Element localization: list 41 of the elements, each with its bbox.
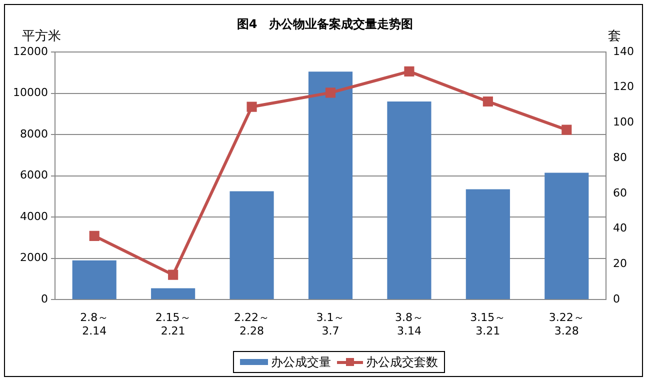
point [325, 88, 336, 98]
bar [466, 189, 510, 300]
bar [308, 72, 353, 300]
y-tick-label: 8000 [20, 127, 48, 140]
y2-tick-label: 140 [613, 44, 634, 58]
y2-tick-label: 100 [613, 116, 634, 129]
bar [151, 288, 196, 300]
y2-tick-label: 40 [613, 222, 628, 235]
y2-axis-title: 套 [608, 29, 622, 44]
bar [72, 260, 116, 300]
y-tick-label: 6000 [20, 168, 48, 182]
x-tick-label: 3.22～ 3.28 [548, 311, 584, 338]
chart-title: 图4 办公物业备案成交量走势图 [236, 17, 414, 31]
point [89, 230, 100, 241]
x-tick-label: 3.8～ 3.14 [394, 311, 424, 338]
x-tick-label: 2.22～ 2.28 [234, 311, 270, 338]
x-tick-label: 2.8～ 2.14 [80, 311, 109, 338]
y-tick-label: 2000 [20, 251, 48, 264]
point [168, 270, 178, 280]
point [404, 66, 414, 76]
x-tick-label: 3.15～ 3.21 [470, 311, 506, 338]
y2-tick-label: 20 [613, 257, 628, 270]
point [482, 96, 493, 107]
x-tick-label: 2.15～ 2.21 [155, 311, 191, 338]
point [562, 124, 572, 135]
y2-tick-label: 60 [613, 186, 628, 200]
bar [544, 172, 589, 300]
y2-tick-label: 80 [613, 150, 628, 164]
point [246, 102, 257, 112]
legend-label: 办公成交套数 [366, 354, 438, 370]
y-tick-label: 0 [40, 292, 48, 306]
x-tick-label: 3.1～ 3.7 [316, 311, 345, 338]
legend-label: 办公成交量 [271, 354, 331, 370]
y2-tick-label: 120 [613, 80, 634, 94]
y-axis-title: 平方米 [22, 28, 61, 44]
y2-tick-label: 0 [613, 292, 620, 306]
y-tick-label: 12000 [12, 44, 48, 58]
y-tick-label: 4000 [20, 210, 48, 223]
bar [230, 191, 274, 300]
bar [387, 102, 432, 300]
y-tick-label: 10000 [12, 86, 48, 100]
